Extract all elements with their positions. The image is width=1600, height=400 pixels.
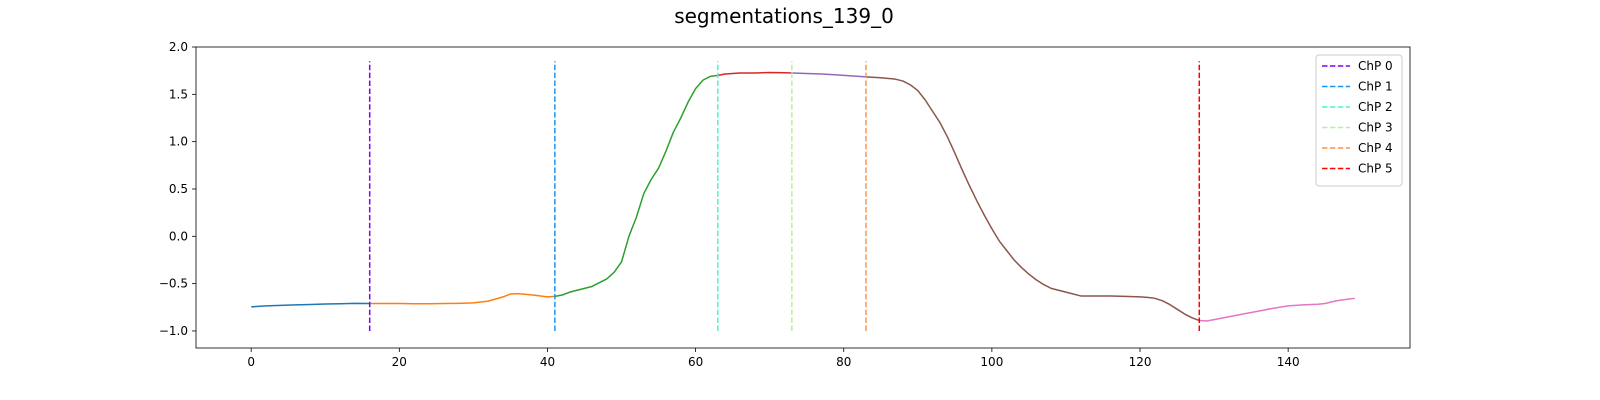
x-tick-label-7: 140 (1277, 355, 1300, 369)
y-tick-label-0: −1.0 (159, 324, 188, 338)
axes-frame (195, 46, 1411, 349)
legend-label-5: ChP 5 (1358, 162, 1393, 176)
x-tick-label-5: 100 (980, 355, 1003, 369)
legend-box (1315, 54, 1403, 187)
y-tick-label-6: 2.0 (169, 40, 188, 54)
series-line-5 (865, 76, 1200, 322)
legend-label-4: ChP 4 (1358, 141, 1393, 155)
legend-label-3: ChP 3 (1358, 121, 1393, 135)
y-tick-label-4: 1.0 (169, 135, 188, 149)
x-tick-label-6: 120 (1129, 355, 1152, 369)
x-tick-label-2: 40 (540, 355, 555, 369)
legend-label-1: ChP 1 (1358, 80, 1393, 94)
legend-label-0: ChP 0 (1358, 59, 1393, 73)
x-tick-label-0: 0 (247, 355, 255, 369)
series-line-3 (717, 71, 792, 77)
chart-title: segmentations_139_0 (674, 4, 894, 28)
plot-area (251, 61, 1355, 331)
x-tick-label-1: 20 (392, 355, 407, 369)
x-tick-label-4: 80 (836, 355, 851, 369)
y-tick-label-5: 1.5 (169, 87, 188, 101)
legend: ChP 0 ChP 1 ChP 2 ChP 3 ChP 4 ChP 5 (1315, 54, 1403, 187)
y-tick-label-2: 0.0 (169, 229, 188, 243)
y-tick-label-1: −0.5 (159, 277, 188, 291)
series-line-1 (369, 292, 555, 305)
series-line-0 (251, 302, 370, 308)
series-line-4 (791, 72, 867, 78)
series-line-6 (1199, 297, 1355, 322)
x-tick-label-3: 60 (688, 355, 703, 369)
legend-label-2: ChP 2 (1358, 100, 1393, 114)
series-line-2 (554, 74, 718, 298)
axes: 0 20 40 60 80 100 120 140 −1.0 −0.5 0.0 0.5 1.0 1.5 2.… (159, 40, 1411, 369)
y-tick-label-3: 0.5 (169, 182, 188, 196)
